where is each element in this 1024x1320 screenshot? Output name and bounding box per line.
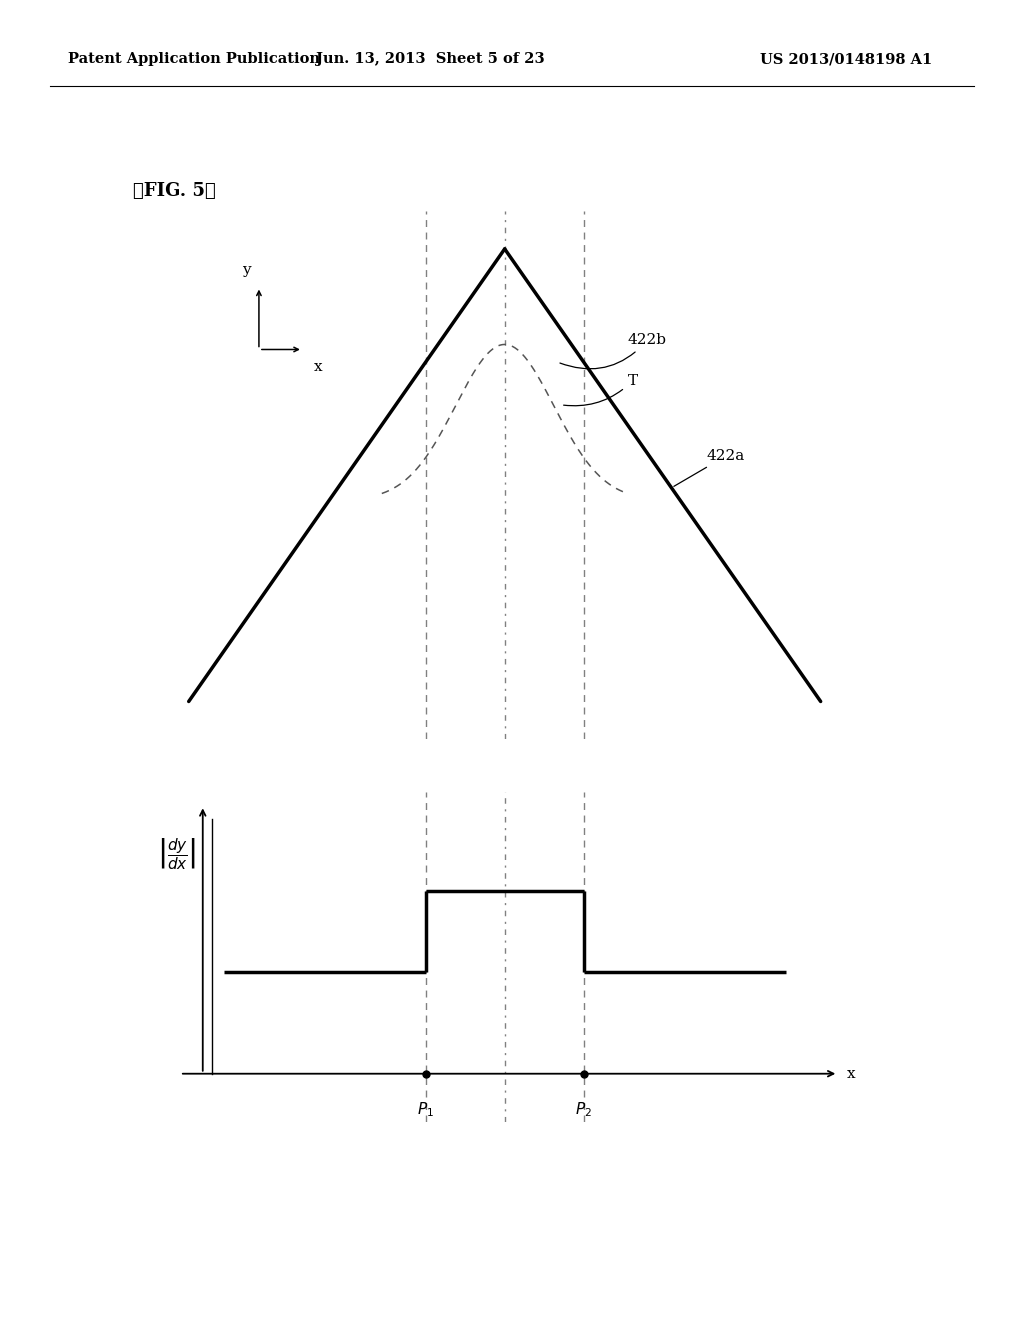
Text: T: T	[563, 374, 638, 405]
Text: 【FIG. 5】: 【FIG. 5】	[133, 182, 216, 201]
Text: x: x	[313, 359, 322, 374]
Text: US 2013/0148198 A1: US 2013/0148198 A1	[760, 53, 932, 66]
Text: $P_1$: $P_1$	[417, 1101, 434, 1119]
Text: 422b: 422b	[560, 334, 667, 368]
Text: y: y	[243, 263, 251, 277]
Text: Patent Application Publication: Patent Application Publication	[68, 53, 319, 66]
Text: Jun. 13, 2013  Sheet 5 of 23: Jun. 13, 2013 Sheet 5 of 23	[315, 53, 545, 66]
Text: 422a: 422a	[674, 449, 744, 486]
Text: x: x	[847, 1067, 856, 1081]
Text: $P_2$: $P_2$	[575, 1101, 592, 1119]
Text: $\left|\dfrac{dy}{dx}\right|$: $\left|\dfrac{dy}{dx}\right|$	[157, 836, 196, 871]
